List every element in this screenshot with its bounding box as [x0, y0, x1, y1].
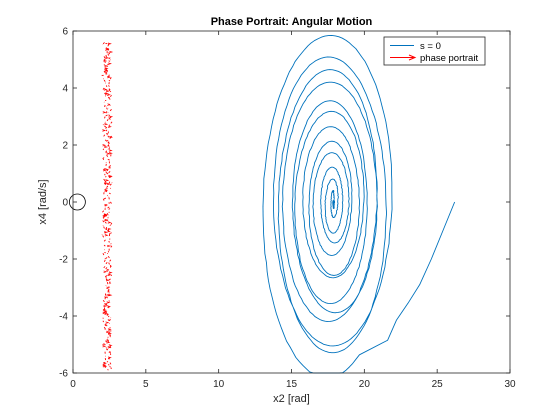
annotation-layer — [68, 193, 86, 211]
phase-portrait-quiver — [101, 42, 114, 371]
y-tick-label: 0 — [62, 198, 68, 209]
legend-arrowhead — [408, 54, 417, 61]
y-tick-label: -4 — [59, 312, 68, 323]
x-tick-label: 15 — [286, 379, 298, 390]
quiver-arrowheads — [102, 42, 114, 368]
plot-area — [73, 31, 510, 373]
legend-entry-s0: s = 0 — [420, 41, 441, 52]
x-tick-label: 20 — [359, 379, 371, 390]
legend-entry-phase-portrait: phase portrait — [420, 53, 478, 64]
x-tick-label: 30 — [504, 379, 516, 390]
chart-title: Phase Portrait: Angular Motion — [211, 16, 373, 28]
y-tick-label: 4 — [62, 84, 68, 95]
x-tick-label: 5 — [143, 379, 149, 390]
y-tick-labels: -6 -4 -2 0 2 4 6 — [59, 27, 68, 380]
x-tick-label: 25 — [432, 379, 444, 390]
y-axis-label: x4 [rad/s] — [37, 179, 49, 224]
legend: s = 0 phase portrait — [383, 36, 486, 66]
tick-marks — [72, 30, 511, 374]
legend-box — [383, 36, 486, 66]
x-tick-labels: 0 5 10 15 20 25 30 — [70, 379, 516, 390]
y-tick-label: -6 — [59, 369, 68, 380]
y-tick-label: -2 — [59, 255, 68, 266]
x-axis-label: x2 [rad] — [273, 393, 310, 405]
annotation-circle — [68, 193, 86, 211]
y-tick-label: 6 — [62, 27, 68, 38]
spiral-trajectory-line — [262, 35, 456, 374]
spiral-trajectory-layer — [262, 35, 456, 374]
x-tick-label: 0 — [70, 379, 76, 390]
y-tick-label: 2 — [62, 141, 68, 152]
x-tick-label: 10 — [213, 379, 225, 390]
